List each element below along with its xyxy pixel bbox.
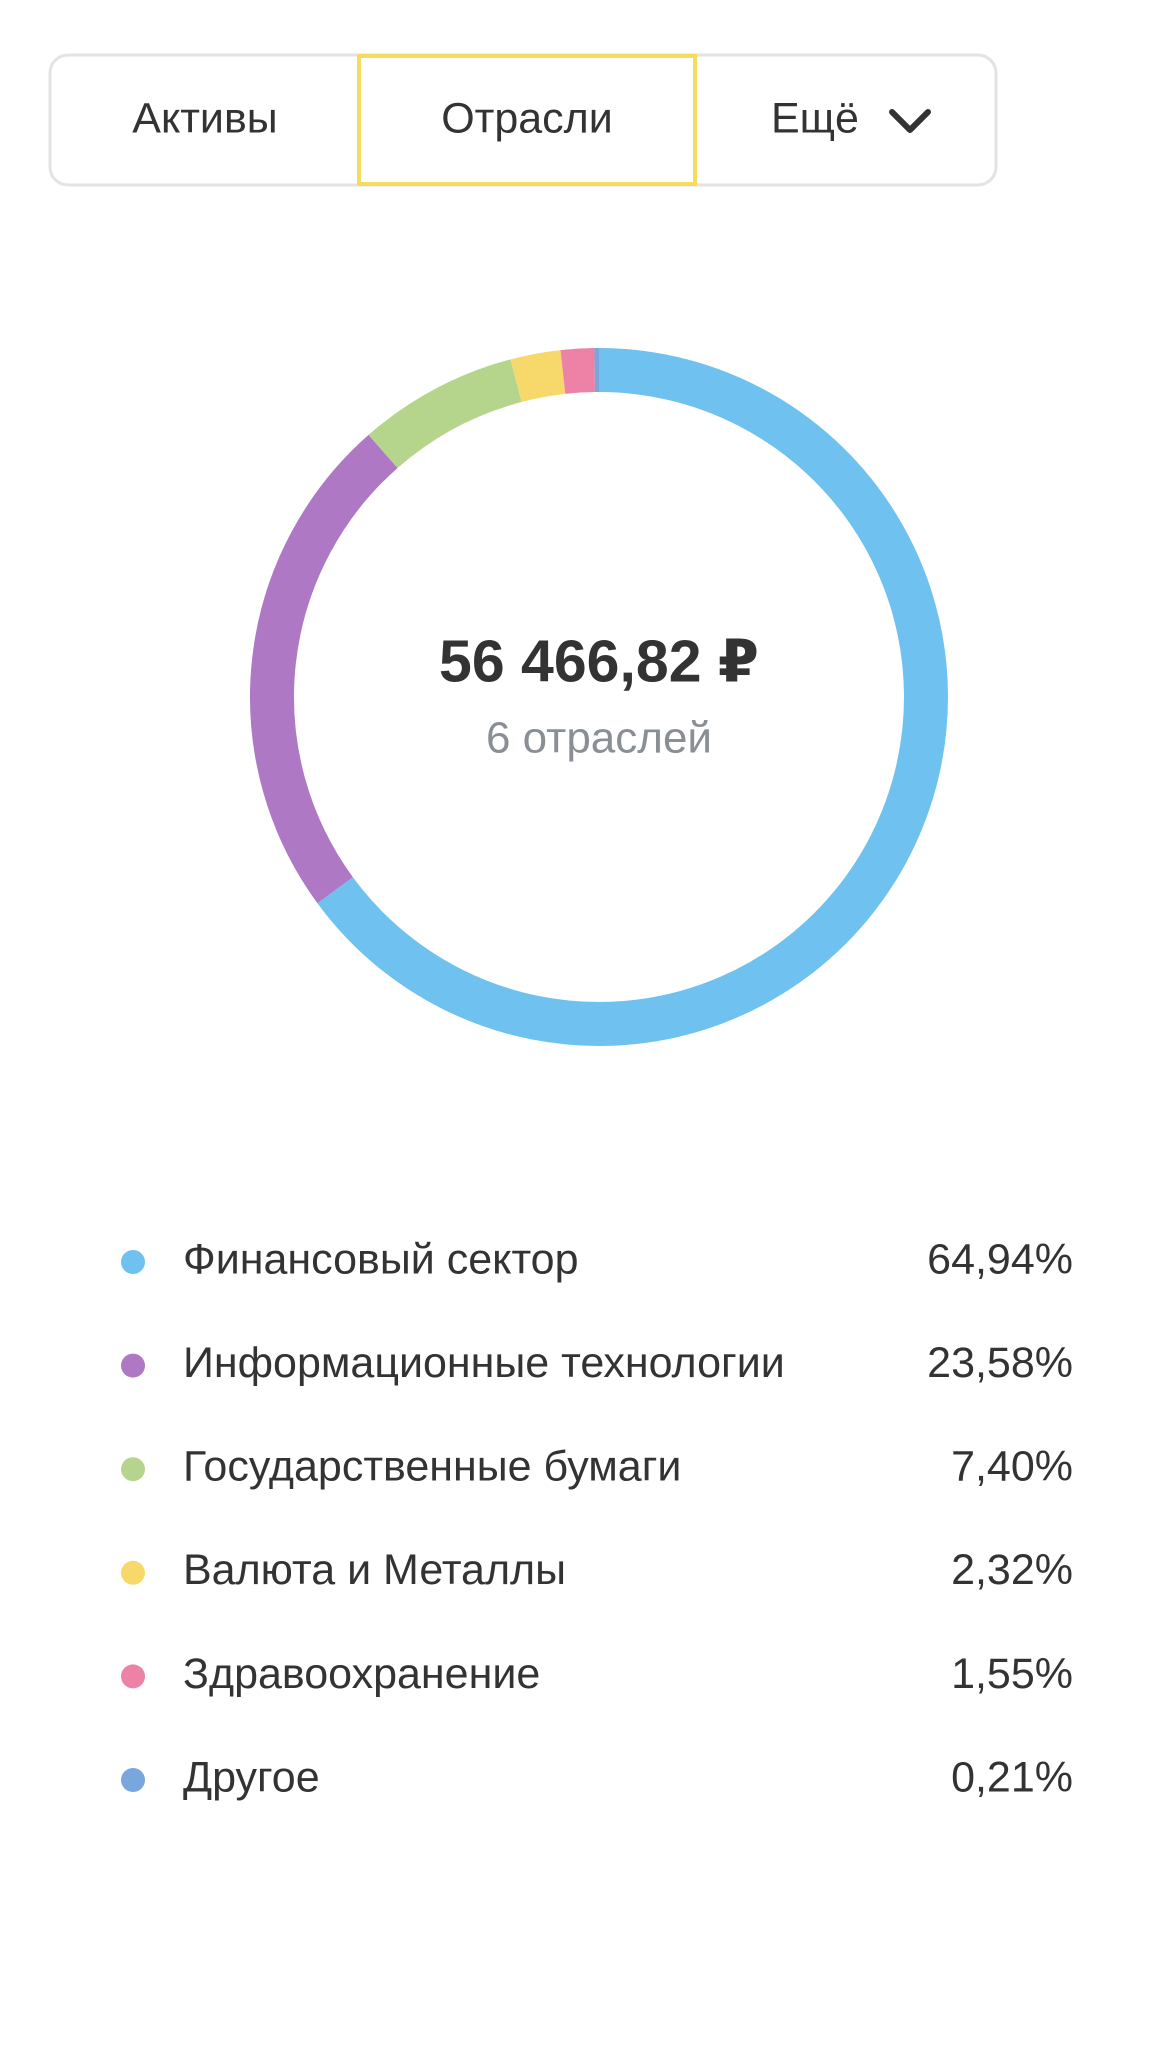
tab-selected xyxy=(357,54,697,186)
donut-segment xyxy=(510,350,566,403)
center-value: 56 466,82 ₽ xyxy=(439,629,759,695)
legend-value: 1,55% xyxy=(951,1650,1073,1698)
legend-value: 64,94% xyxy=(927,1235,1073,1283)
tab[interactable]: Активы xyxy=(132,94,277,142)
legend-marker xyxy=(121,1560,145,1585)
legend-label: Другое xyxy=(183,1753,320,1801)
legend-label: Финансовый сектор xyxy=(183,1235,578,1283)
legend-value: 7,40% xyxy=(951,1443,1073,1491)
donut-segment xyxy=(368,359,522,469)
legend-label: Здравоохранение xyxy=(183,1650,540,1698)
tab-label[interactable]: Отрасли xyxy=(441,94,613,142)
legend-value: 23,58% xyxy=(927,1339,1073,1387)
legend-value: 2,32% xyxy=(951,1546,1073,1594)
legend-marker xyxy=(121,1353,145,1378)
tab-more[interactable]: Ещё xyxy=(771,94,931,142)
legend-label: Информационные технологии xyxy=(183,1339,785,1387)
legend-value: 0,21% xyxy=(951,1753,1073,1801)
legend-label: Валюта и Металлы xyxy=(183,1546,566,1594)
donut-segment xyxy=(317,348,948,1046)
tab[interactable]: Отрасли xyxy=(441,94,613,142)
legend-marker xyxy=(121,1768,145,1792)
donut-segment xyxy=(560,348,596,394)
legend-marker xyxy=(121,1250,145,1274)
legend: Финансовый сектор 64,94% Информационные те… xyxy=(121,1235,1073,1801)
donut-chart xyxy=(250,347,948,1046)
legend-marker xyxy=(121,1664,145,1689)
tab-label[interactable]: Ещё xyxy=(771,94,859,142)
donut-segment xyxy=(250,434,398,904)
chevron-icon xyxy=(889,109,931,133)
tab-label[interactable]: Активы xyxy=(132,94,277,142)
legend-marker xyxy=(121,1457,145,1482)
center-label: 6 отраслей xyxy=(486,714,712,763)
legend-label: Государственные бумаги xyxy=(183,1443,681,1491)
